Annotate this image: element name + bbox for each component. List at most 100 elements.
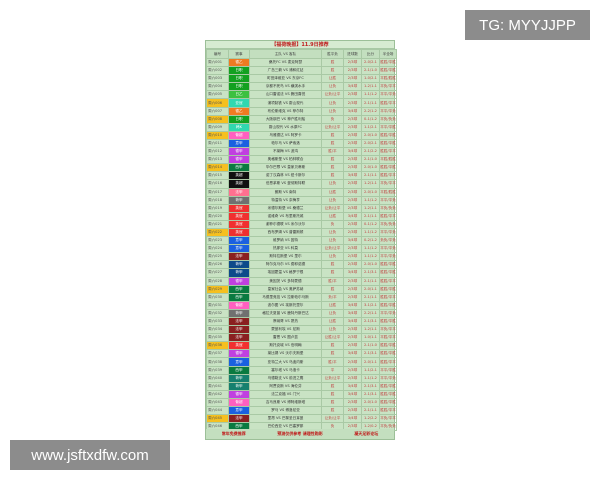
table-row: 周六018 荷甲 特温特 VS 奈梅亨 让负 2/3球 1-1/1-2 平平/平负 [206, 195, 397, 205]
league-badge: 英冠 [228, 227, 250, 238]
league-badge: 亚冠 [228, 98, 250, 108]
match-teams: 法兰克福 VS 门兴 [249, 389, 322, 399]
column-header: 半全场 [379, 49, 397, 59]
league-badge: 德甲 [228, 276, 250, 286]
table-row: 周六024 意甲 热那亚 VS 科莫 让负/让平 2/3球 1-1/1-2 平平/平负 [206, 244, 397, 254]
result-pick: 让负 [321, 82, 344, 92]
goals-pick: 3/4球 [343, 236, 362, 246]
score-pick: 1-1/1-2 [361, 195, 380, 205]
result-pick: 胜 [321, 268, 344, 278]
league-badge: 意甲 [228, 406, 250, 416]
goals-pick: 3/4球 [343, 381, 362, 391]
match-id: 周六040 [206, 373, 229, 383]
table-row: 周六007 德乙 布伦斯维克 VS 菲尔特 让负 3/4球 2-2/1-2 平平/平负 [206, 106, 397, 116]
halftime-fulltime-pick: 平平/平负 [379, 195, 397, 205]
goals-pick: 2/3球 [343, 98, 362, 108]
match-teams: 朗斯 VS 南特 [249, 187, 322, 197]
goals-pick: 2/3球 [343, 130, 362, 140]
score-pick: 2-2/1-2 [361, 106, 380, 116]
goals-pick: 2/3球 [343, 122, 362, 132]
score-pick: 2-1/3-1 [361, 381, 380, 391]
league-badge: 荷甲 [228, 195, 250, 205]
score-pick: 2-0/1-0 [361, 397, 380, 408]
table-row: 周六027 荷甲 埃因霍温 VS 格罗宁根胜 3/4球 2-1/3-1 胜胜/平胜 [206, 268, 397, 278]
result-pick: 胜 [321, 171, 344, 181]
match-teams: 京都不死鸟 VS 横滨水手 [249, 82, 322, 92]
match-teams: 毕尔巴鄂 VS 皇家贝蒂斯 [249, 163, 322, 173]
table-row: 周六032 荷甲 格拉夫夏普 VS 鹿特丹斯巴达 让负 3/4球 2-2/1-1 平平/平负 [206, 308, 397, 319]
goals-pick: 2/3球 [343, 187, 362, 197]
match-teams: 阿尔克马尔 VS 费耶诺德 [249, 260, 322, 270]
goals-pick: 3/4球 [343, 268, 362, 278]
match-teams: 波尔图 VS 埃斯托里尔 [249, 300, 322, 310]
result-pick: 让胜 [321, 300, 344, 310]
table-row: 周六019 英冠 米德尔斯堡 VS 桑德兰 让负/让平 2/3球 1-2/1-1 平负/负负 [206, 203, 397, 213]
score-pick: 2-0/1-0 [361, 130, 380, 140]
goals-pick: 2/3球 [343, 203, 362, 213]
league-badge: 西甲 [228, 292, 250, 302]
match-teams: 摩纳哥 VS 昂热 [249, 316, 322, 327]
table-row: 周六033 法甲 摩纳哥 VS 昂热 让胜 3/4球 2-1/3-1 胜胜/平胜 [206, 316, 397, 327]
halftime-fulltime-pick: 胜胜/平胜 [379, 341, 397, 351]
result-pick: 让负/让平 [321, 244, 344, 254]
result-pick: 让负/让平 [321, 203, 344, 213]
score-pick: 2-0/1-1 [361, 284, 380, 294]
result-pick: 胜/平 [321, 147, 344, 157]
match-id: 周六026 [206, 260, 229, 270]
goals-pick: 2/3球 [343, 138, 362, 149]
league-badge: 韩K [228, 122, 250, 132]
goals-pick: 3/4球 [343, 308, 362, 319]
match-teams: 罗马 VS 博洛尼亚 [249, 406, 322, 416]
goals-pick: 2/3球 [343, 260, 362, 270]
match-teams: 埃因霍温 VS 格罗宁根 [249, 268, 322, 278]
result-pick: 胜 [321, 341, 344, 351]
table-row: 周六044 意甲 罗马 VS 博洛尼亚胜 2/3球 2-1/1-1 胜胜/平平 [206, 406, 397, 416]
sheet-footer: 常年免费推荐 预测仅供参考 请理性购彩 凝天足彩论坛 [206, 429, 394, 439]
match-id: 周六039 [206, 365, 229, 375]
table-row: 周六017 法甲 朗斯 VS 南特 让胜 2/3球 2-0/1-0 平胜/胜胜 [206, 187, 397, 197]
league-badge: 西甲 [228, 365, 250, 375]
match-teams: 不莱梅 VS 波鸿 [249, 147, 322, 157]
league-badge: 日职 [228, 74, 250, 84]
match-id: 周六037 [206, 349, 229, 359]
result-pick: 胜 [321, 57, 344, 68]
league-badge: 法甲 [228, 333, 250, 343]
result-pick: 让胜/让平 [321, 333, 344, 343]
table-row: 周六014 西甲 毕尔巴鄂 VS 皇家贝蒂斯胜 2/3球 2-0/1-0 胜胜/平胜 [206, 163, 397, 173]
column-header: 胜平负 [321, 49, 344, 59]
match-teams: 诺维奇 VS 布里斯托城 [249, 211, 322, 221]
result-pick: 让负/让平 [321, 373, 344, 383]
goals-pick: 2/3球 [343, 357, 362, 367]
match-id: 周六017 [206, 187, 229, 197]
score-pick: 1-1/1-2 [361, 373, 380, 383]
column-header: 编号 [206, 49, 229, 59]
score-pick: 2-1/1-1 [361, 171, 380, 181]
halftime-fulltime-pick: 胜胜/平胜 [379, 389, 397, 399]
goals-pick: 3/4球 [343, 171, 362, 181]
score-pick: 2-1/3-1 [361, 316, 380, 327]
goals-pick: 2/3球 [343, 397, 362, 408]
match-teams: 布伦斯维克 VS 菲尔特 [249, 106, 322, 116]
match-teams: 乌雅德达 VS 阿罗卡 [249, 130, 322, 140]
score-pick: 0-1/1-2 [361, 219, 380, 229]
column-header: 赛事 [228, 49, 250, 59]
result-pick: 让负 [321, 195, 344, 205]
match-teams: 伯恩茅斯 VS 曼彻斯特联 [249, 179, 322, 189]
goals-pick: 2/3球 [343, 333, 362, 343]
result-pick: 负/平 [321, 292, 344, 302]
result-pick: 胜/平 [321, 276, 344, 286]
score-pick: 1-1/1-2 [361, 252, 380, 262]
match-teams: 斯托克城 VS 伯明翰 [249, 341, 322, 351]
score-pick: 1-1/2-1 [361, 365, 380, 375]
league-badge: 德甲 [228, 147, 250, 157]
result-pick: 胜 [321, 284, 344, 294]
match-id: 周六034 [206, 325, 229, 335]
match-id: 周六043 [206, 397, 229, 408]
goals-pick: 2/3球 [343, 373, 362, 383]
match-id: 周六028 [206, 276, 229, 286]
halftime-fulltime-pick: 平胜/胜胜 [379, 187, 397, 197]
result-pick: 让负 [321, 227, 344, 238]
league-badge: 荷甲 [228, 381, 250, 391]
table-row: 周六011 意甲 帕尔马 VS 萨索洛胜 2/3球 2-0/2-1 胜胜/平胜 [206, 138, 397, 149]
league-badge: 日职 [228, 66, 250, 76]
